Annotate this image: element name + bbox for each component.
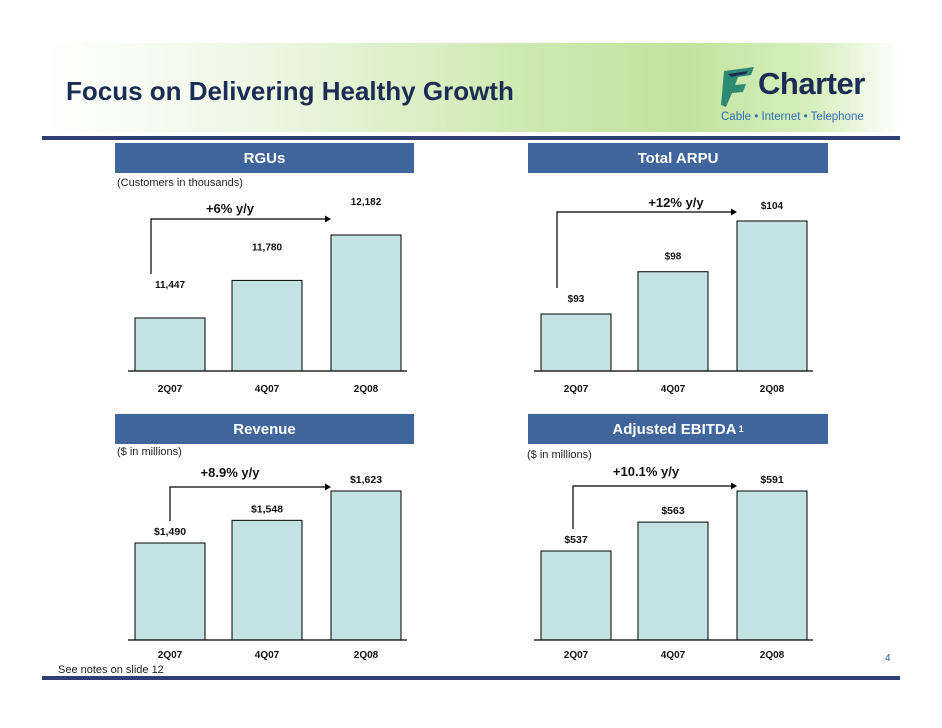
ebitda-category-label-4q07: 4Q07 (661, 650, 686, 661)
revenue-value-label-2q07: $1,490 (154, 526, 186, 538)
revenue-growth-arrowhead (325, 483, 331, 491)
revenue-growth-annotation: +8.9% y/y (201, 465, 261, 480)
arpu-chart: $93 2Q07 $98 4Q07 $104 2Q08 +12% y/y (534, 195, 813, 395)
rgus-bar-2q07 (134, 317, 206, 372)
rgus-category-label-2q07: 2Q07 (158, 384, 183, 395)
arpu-growth-annotation: +12% y/y (648, 195, 704, 210)
charter-logo-wordmark: Charter (758, 66, 865, 101)
revenue-bar-2q07 (134, 542, 206, 641)
slide-title: Focus on Delivering Healthy Growth (66, 76, 514, 106)
arpu-value-label-4q07: $98 (665, 252, 682, 263)
ebitda-panel-title: Adjusted EBITDA (612, 420, 737, 438)
arpu-panel-title: Total ARPU (637, 149, 719, 167)
arpu-bar-4q07 (637, 271, 709, 372)
rgus-chart: 11,447 2Q07 11,780 4Q07 12,182 2Q08 +6% y/y (128, 197, 407, 395)
rgus-units-note: (Customers in thousands) (117, 177, 243, 189)
revenue-value-label-4q07: $1,548 (251, 503, 283, 515)
ebitda-value-label-4q07: $563 (661, 505, 685, 517)
revenue-units-note: ($ in millions) (117, 446, 182, 458)
ebitda-value-label-2q08: $591 (760, 474, 784, 486)
revenue-category-label-2q07: 2Q07 (158, 650, 183, 661)
page-number: 4 (885, 653, 891, 664)
revenue-bar-2q08 (330, 490, 402, 641)
arpu-value-label-2q07: $93 (568, 294, 585, 305)
ebitda-growth-annotation: +10.1% y/y (613, 464, 680, 479)
header-rule (42, 136, 900, 140)
footer-rule (42, 676, 900, 680)
rgus-growth-arrow (150, 218, 325, 274)
rgus-panel-title: RGUs (243, 149, 286, 167)
footnote: See notes on slide 12 (58, 664, 164, 676)
arpu-growth-arrowhead (731, 208, 737, 216)
arpu-bar-2q07 (540, 313, 612, 372)
ebitda-footnote-marker: 1 (738, 424, 744, 434)
rgus-category-label-4q07: 4Q07 (255, 384, 280, 395)
arpu-growth-arrow (556, 211, 731, 288)
ebitda-category-label-2q08: 2Q08 (760, 650, 785, 661)
arpu-panel-header: Total ARPU (528, 143, 828, 173)
header-band (42, 43, 900, 132)
revenue-panel-header: Revenue (115, 414, 414, 444)
ebitda-chart: $537 2Q07 $563 4Q07 $591 2Q08 +10.1% y/y (534, 464, 813, 661)
rgus-growth-arrowhead (325, 215, 331, 223)
rgus-bar-4q07 (231, 279, 303, 372)
ebitda-bar-4q07 (637, 521, 709, 641)
ebitda-units-note: ($ in millions) (527, 449, 592, 461)
rgus-value-label-4q07: 11,780 (252, 242, 282, 253)
revenue-panel-title: Revenue (233, 420, 296, 438)
revenue-growth-arrow (169, 486, 325, 521)
revenue-bar-4q07 (231, 519, 303, 641)
ebitda-value-label-2q07: $537 (564, 534, 588, 546)
rgus-bar-2q08 (330, 234, 402, 372)
rgus-value-label-2q07: 11,447 (155, 280, 185, 291)
ebitda-bar-2q07 (540, 550, 612, 641)
rgus-value-label-2q08: 12,182 (351, 197, 382, 208)
ebitda-category-label-2q07: 2Q07 (564, 650, 589, 661)
arpu-value-label-2q08: $104 (761, 201, 784, 212)
arpu-category-label-4q07: 4Q07 (661, 384, 686, 395)
arpu-category-label-2q08: 2Q08 (760, 384, 785, 395)
revenue-chart: $1,490 2Q07 $1,548 4Q07 $1,623 2Q08 +8.9% y/y (128, 465, 407, 661)
rgus-panel-header: RGUs (115, 143, 414, 173)
charter-logo-icon (721, 67, 754, 107)
charter-logo-tagline: Cable • Internet • Telephone (721, 111, 864, 123)
rgus-growth-annotation: +6% y/y (206, 201, 255, 216)
rgus-category-label-2q08: 2Q08 (354, 384, 379, 395)
ebitda-growth-arrowhead (731, 482, 737, 490)
revenue-category-label-4q07: 4Q07 (255, 650, 280, 661)
ebitda-growth-arrow (572, 485, 731, 529)
ebitda-bar-2q08 (736, 490, 808, 641)
arpu-bar-2q08 (736, 220, 808, 372)
arpu-category-label-2q07: 2Q07 (564, 384, 589, 395)
revenue-value-label-2q08: $1,623 (350, 474, 382, 486)
ebitda-panel-header: Adjusted EBITDA 1 (528, 414, 828, 444)
revenue-category-label-2q08: 2Q08 (354, 650, 379, 661)
